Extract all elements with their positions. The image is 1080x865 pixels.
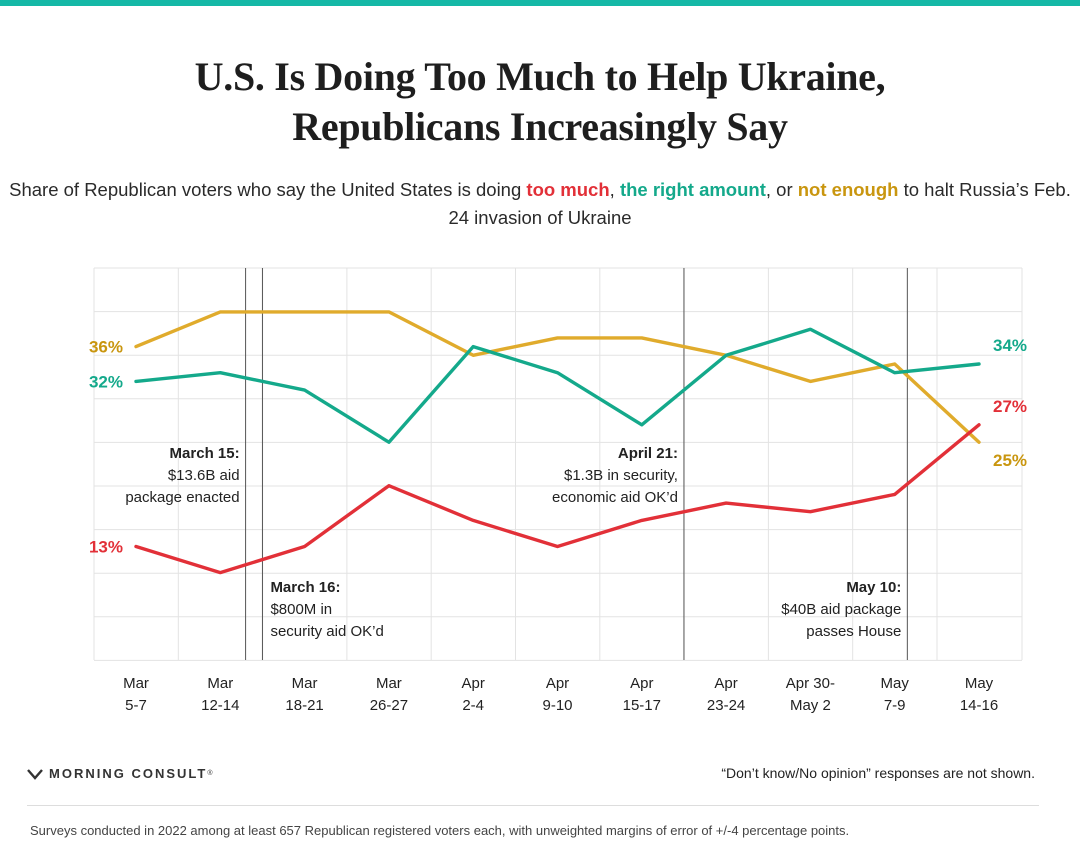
footer-divider <box>27 805 1039 806</box>
x-tick-label-line2: 14-16 <box>960 697 998 714</box>
event-description-line: $13.6B aid <box>168 467 240 484</box>
subtitle-text-1: Share of Republican voters who say the U… <box>9 179 527 200</box>
event-description-line: $40B aid package <box>781 601 901 618</box>
x-axis-tick-labels: Mar 5-7 Mar 12-14 Mar 18-21 Mar 26-27 Apr 2-4 Apr 9… <box>123 675 998 714</box>
x-tick-label-line1: Mar <box>292 675 318 692</box>
x-tick-label-line2: 18-21 <box>285 697 323 714</box>
data-label-start: 32% <box>89 372 123 391</box>
x-tick-label-line1: Mar <box>123 675 149 692</box>
x-tick-label-line2: May 2 <box>790 697 831 714</box>
x-tick-label-line2: 5-7 <box>125 697 147 714</box>
event-date-label: March 15: <box>170 445 240 462</box>
data-label-start: 36% <box>89 338 123 357</box>
x-tick-label-line1: Mar <box>207 675 233 692</box>
subtitle-text-3: , or <box>765 179 798 200</box>
event-date-label: March 16: <box>270 579 340 596</box>
x-tick-label-line2: 7-9 <box>884 697 906 714</box>
data-label-end: 27% <box>993 397 1027 416</box>
subtitle-right-amount: the right amount <box>619 179 766 200</box>
series-line-not-enough <box>134 310 981 444</box>
data-label-start: 13% <box>89 538 123 557</box>
chart-subtitle: Share of Republican voters who say the U… <box>0 176 1080 232</box>
brand-registered-mark: ® <box>207 770 213 777</box>
x-tick-label-line1: Apr <box>462 675 485 692</box>
title-line-1: U.S. Is Doing Too Much to Help Ukraine, <box>194 54 886 99</box>
subtitle-text-2: , <box>609 179 620 200</box>
data-label-end: 25% <box>993 451 1027 470</box>
x-tick-label-line2: 15-17 <box>623 697 661 714</box>
x-tick-label-line1: Apr 30- <box>786 675 835 692</box>
event-description-line: package enacted <box>125 489 239 506</box>
title-line-2: Republicans Increasingly Say <box>292 104 788 149</box>
x-tick-label-line2: 26-27 <box>370 697 408 714</box>
survey-footnote: Surveys conducted in 2022 among at least… <box>30 823 850 838</box>
series-line-too-much <box>134 423 981 575</box>
series-right-amount: 32% 34% <box>89 327 1027 444</box>
chart-title: U.S. Is Doing Too Much to Help Ukraine, … <box>0 52 1080 152</box>
event-description-line: security aid OK’d <box>270 623 383 640</box>
event-description-line: $800M in <box>270 601 332 618</box>
event-description-line: passes House <box>806 623 901 640</box>
x-tick-label-line1: May <box>881 675 910 692</box>
morning-consult-logo-icon <box>27 768 43 780</box>
data-label-end: 34% <box>993 336 1027 355</box>
series-not-enough: 36% 25% <box>89 310 1027 470</box>
x-tick-label-line2: 12-14 <box>201 697 239 714</box>
top-accent-bar <box>0 0 1080 6</box>
x-tick-label-line2: 23-24 <box>707 697 745 714</box>
subtitle-not-enough: not enough <box>797 179 899 200</box>
subtitle-too-much: too much <box>526 179 610 200</box>
x-tick-label-line1: Apr <box>714 675 737 692</box>
event-date-label: May 10: <box>846 579 901 596</box>
series-too-much: 13% 27% <box>89 397 1027 575</box>
x-tick-label-line1: Apr <box>630 675 653 692</box>
x-tick-label-line1: Mar <box>376 675 402 692</box>
x-tick-label-line1: May <box>965 675 994 692</box>
x-tick-label-line1: Apr <box>546 675 569 692</box>
x-tick-label-line2: 2-4 <box>462 697 484 714</box>
subtitle-text-4: to halt Russia’s Feb. 24 invasion of Ukr… <box>448 179 1071 228</box>
series-line-right-amount <box>134 327 981 444</box>
no-opinion-note: “Don’t know/No opinion” responses are no… <box>721 765 1035 781</box>
event-description-line: $1.3B in security, <box>564 467 678 484</box>
x-tick-label-line2: 9-10 <box>542 697 572 714</box>
event-date-label: April 21: <box>618 445 678 462</box>
brand-logo: MORNING CONSULT ® <box>27 766 212 781</box>
event-description-line: economic aid OK’d <box>552 489 678 506</box>
event-markers: March 15: $13.6B aid package enacted March … <box>125 268 908 660</box>
brand-name: MORNING CONSULT <box>49 766 208 781</box>
